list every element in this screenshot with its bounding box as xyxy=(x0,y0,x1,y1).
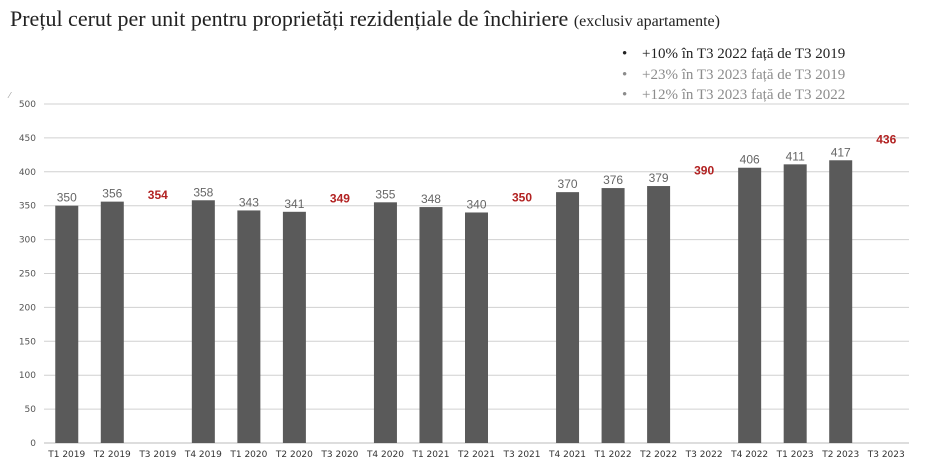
x-tick-label: T1 2020 xyxy=(229,450,267,460)
bar xyxy=(601,188,625,443)
bar xyxy=(783,164,807,444)
x-tick-label: T1 2023 xyxy=(776,450,814,460)
x-tick-label: T2 2023 xyxy=(821,450,859,460)
x-tick-label: T1 2022 xyxy=(594,450,632,460)
x-tick-label: T1 2019 xyxy=(47,450,85,460)
chart-title: Prețul cerut per unit pentru proprietăți… xyxy=(10,6,720,32)
y-axis-mark: ⁄ xyxy=(9,91,11,100)
bar xyxy=(738,167,762,443)
y-tick-label: 300 xyxy=(19,236,36,246)
x-tick-label: T3 2019 xyxy=(138,450,176,460)
note-item: +12% în T3 2023 față de T3 2022 xyxy=(622,85,845,106)
bar xyxy=(829,160,853,444)
x-tick-label: T4 2019 xyxy=(184,450,222,460)
x-tick-label: T2 2021 xyxy=(457,450,495,460)
bar xyxy=(237,210,261,443)
x-tick-label: T3 2020 xyxy=(320,450,358,460)
chart-title-sub: (exclusiv apartamente) xyxy=(573,13,720,30)
bar xyxy=(55,205,79,443)
x-tick-label: T3 2022 xyxy=(685,450,723,460)
x-axis-ticks: T1 2019 T2 2019 T3 2019 T4 2019 T1 2020 T2 20… xyxy=(47,450,904,460)
data-label: 350 xyxy=(512,191,532,205)
y-tick-label: 0 xyxy=(30,439,36,449)
note-item: +10% în T3 2022 față de T3 2019 xyxy=(622,44,845,65)
y-tick-label: 100 xyxy=(19,371,36,381)
data-label: 379 xyxy=(649,171,669,185)
notes-list: +10% în T3 2022 față de T3 2019 +23% în … xyxy=(622,44,845,106)
data-label: 406 xyxy=(740,153,760,167)
x-tick-label: T4 2021 xyxy=(548,450,586,460)
y-tick-label: 50 xyxy=(25,405,37,415)
bar xyxy=(465,212,488,443)
bar xyxy=(647,186,671,443)
bar xyxy=(556,192,580,443)
data-label: 411 xyxy=(786,149,805,163)
x-tick-label: T3 2021 xyxy=(503,450,541,460)
data-label: 340 xyxy=(466,197,486,211)
chart-title-main: Prețul cerut per unit pentru proprietăți… xyxy=(10,6,569,31)
y-axis-ticks: 0 50 100 150 200 250 300 350 400 450 500 xyxy=(19,100,36,449)
data-label: 436 xyxy=(876,132,896,146)
x-tick-label: T3 2023 xyxy=(867,450,905,460)
data-label: 354 xyxy=(148,188,168,202)
data-labels: 350 356 354 358 343 341 349 355 348 340 350 370 376 3… xyxy=(57,132,897,211)
data-label: 376 xyxy=(603,173,623,187)
y-tick-label: 150 xyxy=(19,337,36,347)
data-label: 358 xyxy=(193,185,213,199)
bar xyxy=(373,202,397,443)
x-tick-label: T2 2019 xyxy=(93,450,131,460)
x-tick-label: T2 2022 xyxy=(639,450,677,460)
bars xyxy=(55,160,853,444)
y-tick-label: 400 xyxy=(19,168,36,178)
data-label: 417 xyxy=(831,145,851,159)
y-tick-label: 250 xyxy=(19,270,36,280)
data-label: 348 xyxy=(421,192,441,206)
data-label: 390 xyxy=(694,164,714,178)
x-tick-label: T4 2020 xyxy=(366,450,404,460)
note-item: +23% în T3 2023 față de T3 2019 xyxy=(622,65,845,86)
data-label: 356 xyxy=(102,187,122,201)
x-tick-label: T2 2020 xyxy=(275,450,313,460)
y-tick-label: 350 xyxy=(19,202,36,212)
x-tick-label: T1 2021 xyxy=(411,450,449,460)
x-tick-label: T4 2022 xyxy=(730,450,768,460)
bar xyxy=(100,201,124,443)
bar xyxy=(191,200,215,443)
data-label: 355 xyxy=(375,187,395,201)
y-tick-label: 450 xyxy=(19,134,36,144)
bar xyxy=(419,207,443,443)
y-tick-label: 500 xyxy=(19,100,36,110)
data-label: 349 xyxy=(330,191,350,205)
y-tick-label: 200 xyxy=(19,303,36,313)
data-label: 343 xyxy=(239,195,259,209)
data-label: 370 xyxy=(558,177,578,191)
data-label: 350 xyxy=(57,191,77,205)
data-label: 341 xyxy=(284,197,304,211)
bar xyxy=(282,211,306,443)
